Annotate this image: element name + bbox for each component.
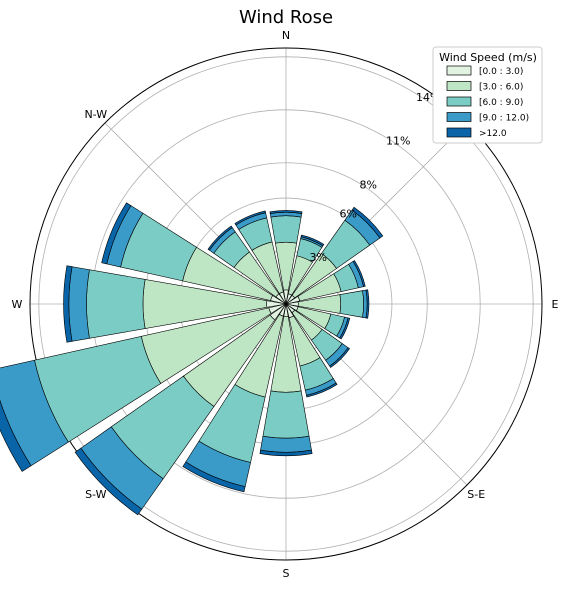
- legend-title: Wind Speed (m/s): [439, 51, 537, 64]
- legend-label-0: [0.0 : 3.0): [479, 67, 523, 77]
- direction-label-5: S-W: [85, 488, 107, 501]
- legend: Wind Speed (m/s) [0.0 : 3.0) [3.0 : 6.0) [6…: [432, 46, 543, 144]
- outer-ring: [29, 47, 543, 561]
- bar-NE-series-4: [351, 206, 384, 239]
- direction-label-3: S-E: [467, 488, 485, 501]
- bar-E-series-2: [339, 290, 364, 318]
- bar-ESE-series-4: [339, 317, 351, 340]
- axis-labels: NES-ESS-WWN-W3%6%8%11%14%: [12, 29, 559, 580]
- direction-label-2: E: [552, 298, 559, 311]
- legend-swatch-1: [446, 81, 472, 91]
- legend-label-4: >12.0: [479, 129, 507, 139]
- legend-label-2: [6.0 : 9.0): [479, 98, 523, 108]
- bar-SE-series-4: [329, 347, 350, 368]
- bar-WNW-series-4: [101, 202, 132, 265]
- bar-WSW-series-4: [0, 399, 32, 472]
- bar-W-series-3: [68, 266, 90, 342]
- direction-label-4: S: [283, 567, 290, 580]
- bar-E-series-4: [365, 289, 370, 319]
- direction-label-7: N-W: [84, 108, 107, 121]
- radial-tick-label-0: 3%: [310, 251, 327, 264]
- legend-swatch-2: [446, 96, 472, 107]
- legend-swatch-0: [446, 65, 472, 76]
- bar-NW-series-4: [207, 225, 233, 251]
- bar-ENE-series-4: [352, 260, 366, 288]
- legend-swatch-4: [446, 127, 472, 138]
- radial-tick-label-1: 6%: [340, 207, 357, 220]
- bar-S-series-2: [262, 390, 310, 439]
- legend-label-1: [3.0 : 6.0): [479, 83, 523, 93]
- bar-SW-series-4: [74, 447, 143, 516]
- chart-title: Wind Rose: [239, 7, 333, 28]
- bar-SSW-series-4: [182, 461, 246, 493]
- bar-NNE-series-4: [300, 234, 325, 247]
- wind-bars: [0, 202, 384, 516]
- legend-swatch-3: [446, 112, 472, 122]
- direction-label-6: W: [12, 298, 23, 311]
- direction-label-0: N: [282, 29, 290, 42]
- bar-S-series-3: [260, 435, 312, 453]
- bar-N-series-4: [269, 210, 303, 214]
- bar-N-series-2: [270, 215, 302, 244]
- bar-S-series-4: [259, 449, 313, 457]
- bar-W-series-4: [63, 265, 73, 343]
- radial-tick-label-2: 8%: [360, 178, 377, 191]
- bar-SSE-series-4: [306, 382, 338, 398]
- bar-NNW-series-4: [234, 210, 266, 226]
- radial-tick-label-3: 11%: [386, 135, 410, 148]
- bar-W-series-2: [86, 269, 146, 339]
- legend-label-3: [9.0 : 12.0): [479, 114, 529, 124]
